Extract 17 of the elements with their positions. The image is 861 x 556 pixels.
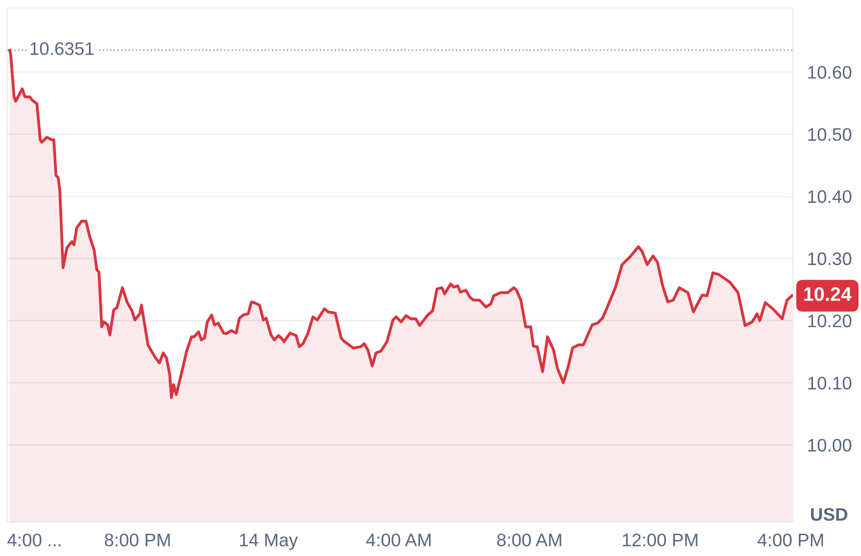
y-tick-label: 10.40: [808, 190, 852, 204]
y-tick-label: 10.50: [808, 128, 852, 141]
y-tick-label: 10.60: [808, 66, 852, 79]
x-tick-label: 4:00 ...: [7, 534, 61, 546]
ref-line-label: 10.6351: [30, 42, 94, 56]
text: USD: [811, 508, 848, 521]
x-tick-label: 14 May: [240, 534, 298, 550]
y-tick-label: 10.10: [808, 376, 852, 390]
x-tick-label: 12:00 PM: [622, 534, 698, 546]
y-tick-label: 10.30: [808, 252, 852, 266]
x-tick-label: 4:00 PM: [758, 534, 823, 546]
x-tick-label: 4:00 AM: [366, 534, 431, 546]
y-tick-label: 10.00: [808, 438, 852, 452]
x-tick-label: 8:00 AM: [497, 534, 562, 546]
x-tick-label: 8:00 PM: [104, 534, 170, 546]
annotation: 10.24: [804, 287, 852, 301]
y-tick-label: 10.20: [808, 314, 852, 328]
